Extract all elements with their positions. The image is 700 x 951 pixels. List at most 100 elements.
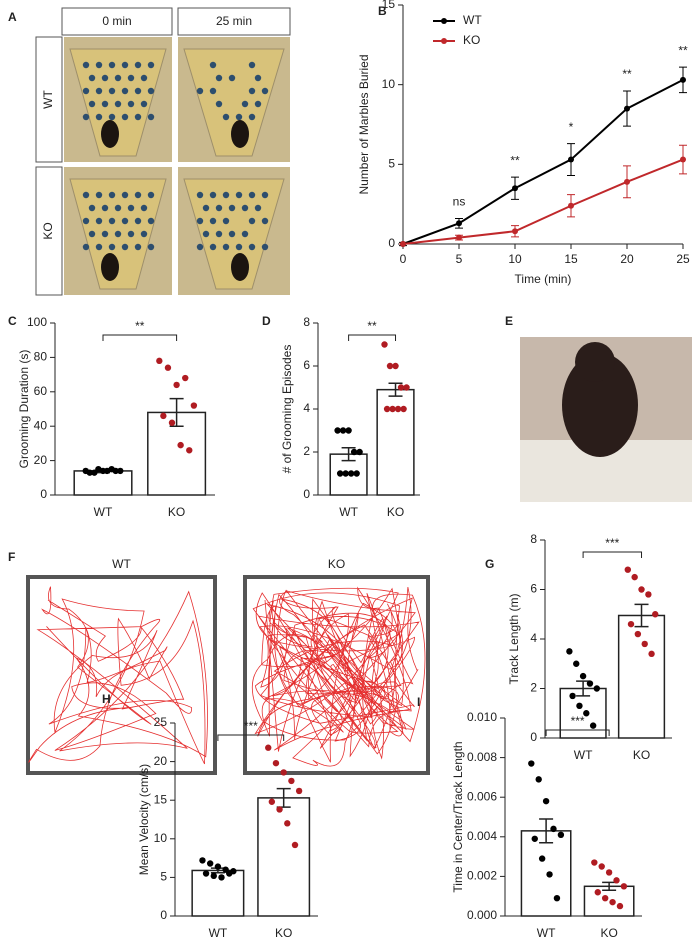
data-point (177, 441, 184, 449)
x-tick-label: WT (574, 748, 593, 762)
y-tick-label: 0 (303, 487, 310, 501)
data-point (569, 692, 576, 700)
bar (257, 797, 311, 917)
marble (215, 230, 223, 238)
error-bar (388, 382, 403, 397)
data-point (268, 798, 276, 805)
marble (82, 113, 90, 121)
marble (108, 217, 116, 225)
mouse-head (575, 342, 615, 382)
mouse (101, 253, 119, 281)
y-tick-label: 0.004 (467, 829, 497, 843)
significance-bracket (348, 334, 397, 341)
marble (147, 87, 155, 95)
y-tick-label: 40 (34, 418, 48, 432)
data-point (276, 806, 283, 813)
significance-bracket (217, 734, 285, 741)
y-tick-label: 15 (154, 792, 168, 806)
marble (108, 191, 116, 199)
legend-marker (441, 18, 447, 24)
marble (202, 230, 210, 238)
data-point (295, 787, 303, 795)
x-axis-label: Time (min) (515, 272, 572, 286)
data-point (566, 648, 573, 655)
x-tick-label: 5 (456, 252, 463, 266)
data-point (583, 710, 590, 717)
marble (254, 100, 262, 108)
data-point (95, 466, 102, 473)
marble (82, 87, 90, 95)
data-point (648, 650, 655, 658)
data-point (389, 405, 396, 413)
marble (121, 87, 129, 95)
data-point (550, 825, 557, 833)
marble (82, 243, 90, 251)
data-point (210, 872, 217, 880)
marble (254, 204, 262, 212)
data-point (593, 685, 601, 692)
x-tick-label: 15 (564, 252, 578, 266)
marble (88, 74, 96, 82)
error-bar (539, 818, 554, 844)
data-point (601, 894, 609, 902)
x-tick-label: WT (94, 505, 113, 519)
point (512, 185, 518, 192)
data-point (397, 384, 405, 391)
marble (88, 100, 96, 108)
column-header-box (61, 7, 173, 36)
mouse (101, 120, 119, 148)
x-tick-label: WT (537, 926, 556, 940)
marble (114, 230, 122, 238)
data-point (168, 419, 176, 426)
data-point (528, 760, 535, 767)
data-point (652, 611, 659, 618)
marble (228, 74, 236, 82)
panel-letter: H (102, 692, 111, 706)
data-point (160, 412, 167, 420)
panel-letter: F (8, 550, 15, 564)
data-point (613, 877, 620, 884)
marble (121, 191, 129, 199)
marble (95, 61, 103, 69)
data-point (631, 573, 638, 581)
data-point (199, 857, 206, 864)
marble (147, 113, 155, 121)
y-tick-label: 6 (530, 582, 537, 596)
panel-letter: C (8, 314, 17, 328)
bar (191, 869, 245, 917)
data-point (336, 470, 344, 477)
mouse (231, 120, 249, 148)
marble (101, 100, 109, 108)
y-tick-label: 0.002 (467, 869, 497, 883)
point (456, 234, 462, 241)
row-header: KO (41, 222, 55, 239)
data-point (164, 364, 172, 371)
significance: ** (367, 319, 377, 333)
y-tick-label: 20 (34, 453, 48, 467)
marble (241, 204, 249, 212)
marble (101, 204, 109, 212)
marble (134, 217, 142, 225)
data-point (557, 831, 565, 839)
marble (101, 74, 109, 82)
y-tick-label: 8 (530, 532, 537, 546)
data-point (280, 769, 287, 776)
row-header-box (35, 166, 63, 296)
marble (261, 191, 269, 199)
marble (241, 100, 249, 108)
column-header: 25 min (216, 14, 252, 28)
marble (202, 204, 210, 212)
x-tick-label: WT (209, 926, 228, 940)
data-point (206, 860, 214, 867)
marble (134, 191, 142, 199)
y-tick-label: 8 (303, 315, 310, 329)
x-tick-label: KO (275, 926, 292, 940)
data-point (645, 591, 652, 598)
data-point (576, 702, 583, 710)
marble (261, 217, 269, 225)
marble (215, 74, 223, 82)
point (568, 156, 574, 163)
data-point (609, 898, 616, 906)
marble (108, 113, 116, 121)
data-point (103, 467, 111, 475)
